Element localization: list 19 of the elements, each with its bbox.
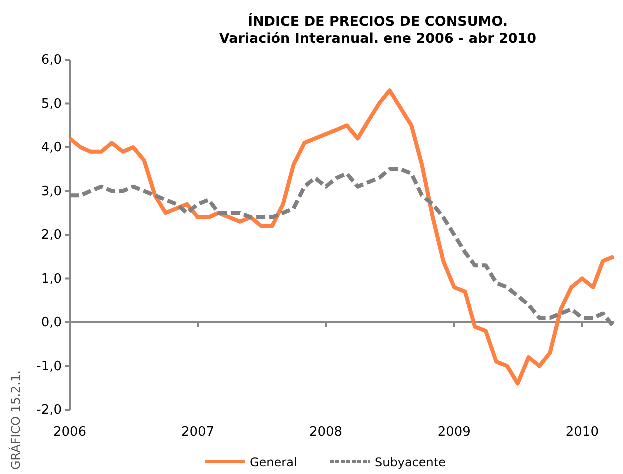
y-tick-label: 2,0 xyxy=(41,228,62,244)
y-tick-label: 5,0 xyxy=(41,96,62,112)
y-tick-label: 3,0 xyxy=(41,184,62,200)
legend-label: General xyxy=(250,456,298,470)
x-tick-label: 2006 xyxy=(53,425,87,440)
y-tick-label: 4,0 xyxy=(41,140,62,156)
chart-title: ÍNDICE DE PRECIOS DE CONSUMO. Variación Interanual. ene 2006 - abr 2010 xyxy=(219,13,537,47)
x-tick-label: 2008 xyxy=(309,425,343,440)
y-tick-label: -1,0 xyxy=(36,359,62,374)
y-tick-label: 6,0 xyxy=(41,53,62,68)
line-series xyxy=(68,88,616,386)
x-tick-label: 2009 xyxy=(438,425,471,440)
x-tick-label: 2010 xyxy=(566,425,599,440)
text: GRÁFICO 15.2.1. xyxy=(8,370,23,470)
y-tick-label: -2,0 xyxy=(36,403,62,418)
legend-label: Subyacente xyxy=(375,456,446,470)
y-tick-label: 0,0 xyxy=(41,316,62,331)
y-tick-label: 1,0 xyxy=(41,272,62,287)
x-tick-label: 2007 xyxy=(181,425,215,440)
